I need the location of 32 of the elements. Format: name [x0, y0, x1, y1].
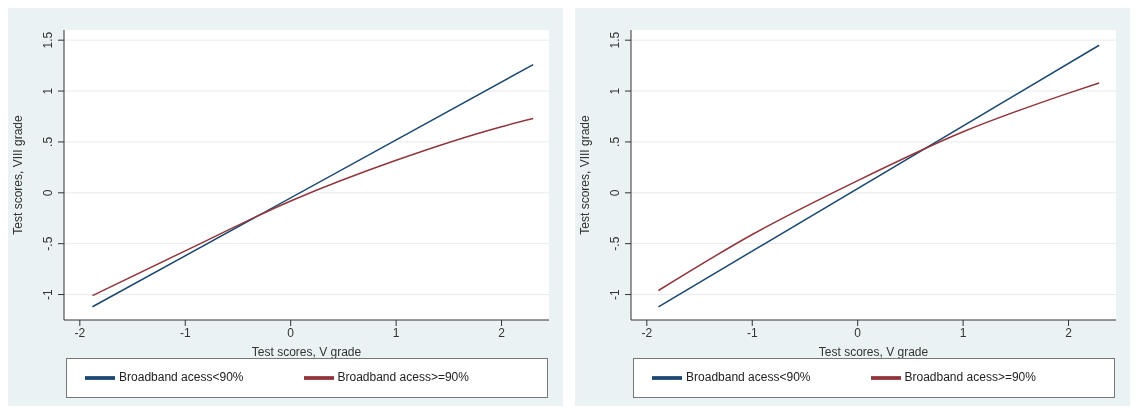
x-axis-title: Test scores, V grade [818, 345, 929, 359]
y-tick-label: -.5 [608, 236, 622, 251]
legend-label: Broadband acess<90% [686, 370, 811, 385]
legend-label: Broadband acess<90% [119, 370, 244, 385]
y-tick-label: -1 [608, 288, 622, 300]
y-tick-label: 0 [608, 189, 622, 197]
y-tick-label: 0 [41, 189, 55, 197]
y-tick-label: 1 [41, 87, 55, 95]
x-axis-title: Test scores, V grade [251, 345, 362, 359]
y-tick-label: .5 [41, 136, 55, 147]
y-tick-label: -.5 [41, 236, 55, 251]
y-tick-label: -1 [41, 288, 55, 300]
y-tick-label: 1.5 [41, 31, 55, 49]
x-tick-label: 1 [959, 325, 967, 340]
line-series [91, 117, 534, 297]
line-series [657, 82, 1100, 292]
y-axis-title: Test scores, VIII grade [11, 114, 26, 235]
x-tick-label: -2 [641, 325, 653, 340]
legend-label: Broadband acess>=90% [904, 370, 1036, 385]
x-tick-label: 0 [854, 325, 862, 340]
x-tick-label: 2 [1065, 325, 1073, 340]
legend-label: Broadband acess>=90% [337, 370, 469, 385]
x-tick-label: -1 [179, 325, 191, 340]
y-tick-label: .5 [608, 136, 622, 147]
y-tick-label: 1 [608, 87, 622, 95]
x-tick-label: 0 [287, 325, 295, 340]
x-tick-label: 2 [498, 325, 506, 340]
x-tick-label: -2 [74, 325, 86, 340]
x-tick-label: -1 [746, 325, 758, 340]
x-tick-label: 1 [392, 325, 400, 340]
y-axis-title: Test scores, VIII grade [578, 114, 593, 235]
y-tick-label: 1.5 [608, 31, 622, 49]
